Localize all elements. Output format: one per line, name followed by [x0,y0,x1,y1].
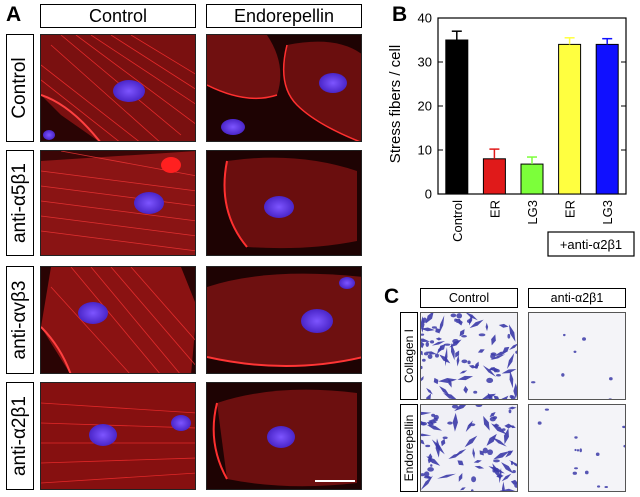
x-category-label: LG3 [600,200,615,225]
micrograph-anti-avb3-control [40,266,196,374]
panel-a-column-header-control: Control [40,4,196,28]
panel-a-letter: A [6,3,22,26]
panel-c-row-label-collagen: Collagen I [400,312,418,400]
x-category-label: Control [450,200,465,242]
stain-endorepellin-anti-a2b1 [528,404,626,492]
panel-c-column-header-control: Control [420,288,518,308]
panel-c-row-label-endorepellin: Endorepellin [400,404,418,492]
micrograph-control-endorepellin [206,34,362,142]
group-label-box [547,231,635,257]
panel-a-row-label-anti-a2b1: anti-α2β1 [6,382,34,490]
bar-3 [558,43,582,195]
stain-endorepellin-control [420,404,518,492]
group-label: +anti-α2β1 [560,237,622,252]
x-category-label: ER [563,200,578,218]
stain-collagen-anti-a2b1 [528,312,626,400]
y-tick-label: 20 [418,99,432,114]
micrograph-anti-a5b1-endorepellin [206,150,362,256]
micrograph-anti-a2b1-control [40,382,196,490]
panel-c-column-header-anti-a2b1: anti-α2β1 [528,288,626,308]
micrograph-control-control [40,34,196,142]
bar-4 [595,43,619,195]
panel-a-row-label-anti-avb3: anti-αvβ3 [6,266,34,374]
y-tick-label: 0 [425,187,432,202]
stress-fiber-bar-chart: Stress fibers / cell 0 10 20 30 40 Control ER… [387,11,635,257]
x-category-label: ER [487,200,502,218]
panel-b-letter: B [392,3,408,26]
micrograph-anti-a2b1-endorepellin [206,382,362,490]
panel-a-column-header-endorepellin: Endorepellin [206,4,362,28]
panel-a-row-label-anti-a5b1: anti-α5β1 [6,150,34,256]
y-axis-label: Stress fibers / cell [387,45,404,163]
bar-2 [520,163,544,195]
panel-a-row-label-control: Control [6,34,34,142]
stain-collagen-control [420,312,518,400]
micrograph-anti-a5b1-control [40,150,196,256]
bar-0 [445,39,469,195]
bar-1 [482,158,506,195]
y-tick-label: 10 [418,143,432,158]
y-tick-label: 30 [418,55,432,70]
panel-c-letter: C [384,285,400,308]
x-category-label: LG3 [525,200,540,225]
micrograph-anti-avb3-endorepellin [206,266,362,374]
y-tick-label: 40 [418,11,432,26]
